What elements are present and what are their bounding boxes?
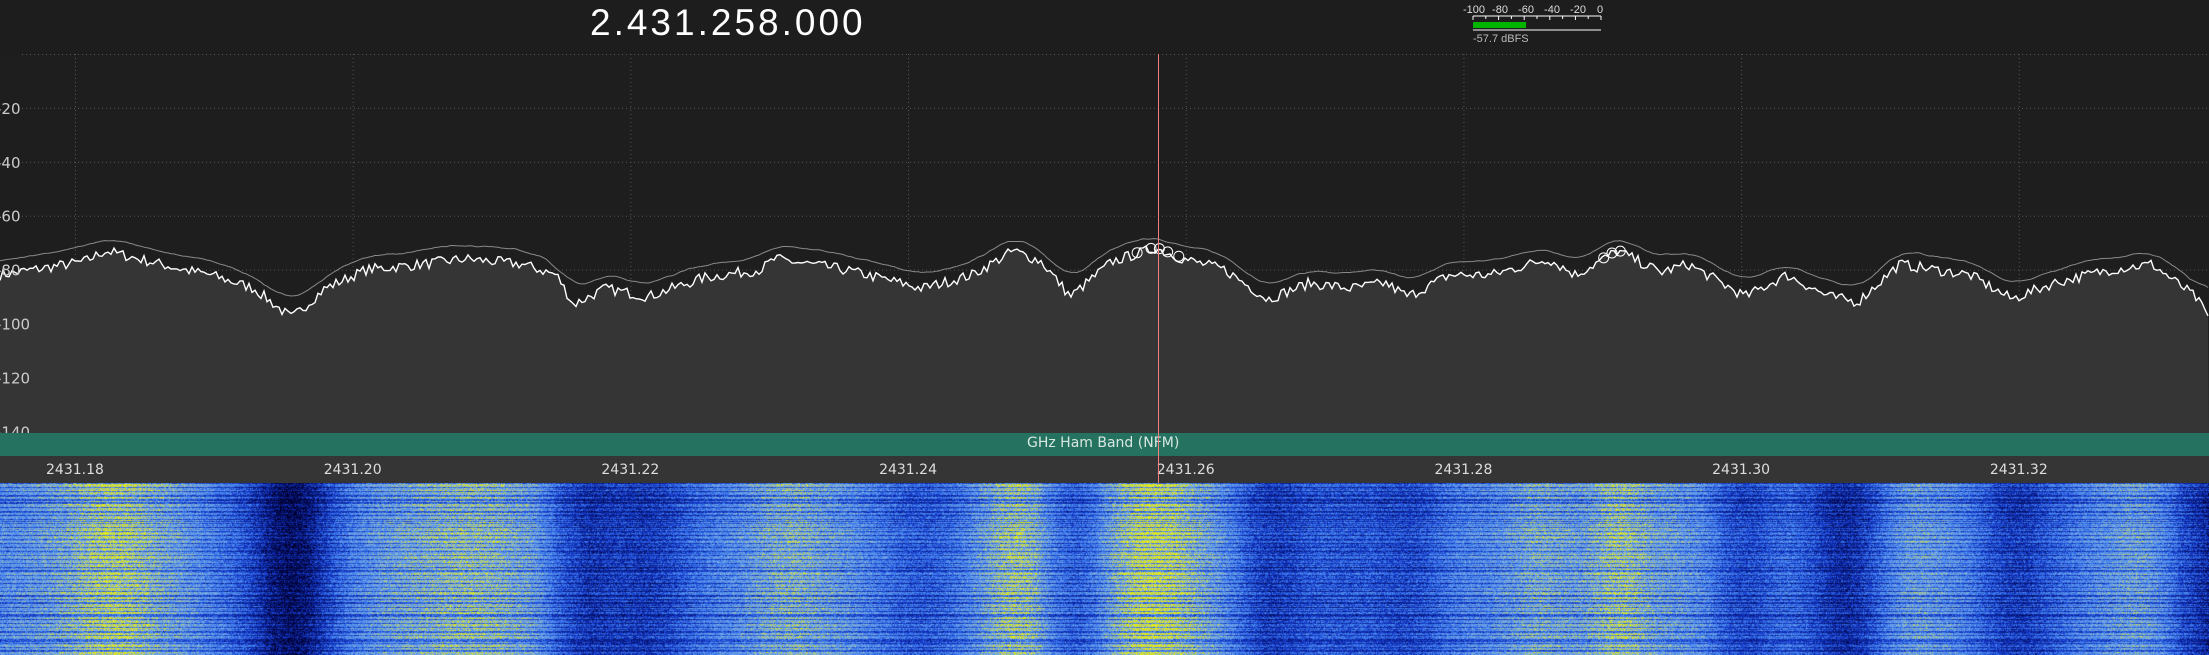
meter-scale-label: -60 <box>1518 4 1534 16</box>
x-tick-label: 2431.32 <box>1989 462 2048 478</box>
x-tick-label: 2431.30 <box>1712 462 1771 478</box>
y-tick-label: -100 <box>0 316 30 334</box>
frequency-axis[interactable]: 2431.18 2431.20 2431.22 2431.24 2431.26 … <box>0 456 2209 483</box>
x-tick-label: 2431.18 <box>46 462 104 478</box>
waterfall-display[interactable] <box>0 483 2209 655</box>
y-axis-labels: -20 -40 -60 -80 -100 -120 -140 <box>0 100 30 433</box>
y-tick-label: -140 <box>0 423 30 433</box>
meter-scale-label: -100 <box>1462 4 1486 16</box>
x-tick-label: 2431.26 <box>1156 462 1215 478</box>
meter-level-bar <box>1473 22 1527 28</box>
peak-marker <box>1173 250 1185 262</box>
bookmark-band[interactable]: GHz Ham Band (NFM) <box>0 433 2209 456</box>
level-meter: -100 -80 -60 -40 -20 0 -57.7 dBFS <box>1462 2 1612 52</box>
meter-value: -57.7 dBFS <box>1473 33 1529 45</box>
meter-scale-label: -20 <box>1570 4 1586 16</box>
peak-marker <box>1614 245 1626 257</box>
peak-marker <box>1162 246 1174 258</box>
y-tick-label: -60 <box>0 208 21 226</box>
x-tick-label: 2431.24 <box>879 462 937 478</box>
tuning-cursor[interactable] <box>1157 54 1159 483</box>
bookmark-band-label: GHz Ham Band (NFM) <box>1027 435 1180 451</box>
x-tick-label: 2431.20 <box>323 462 382 478</box>
y-tick-label: -40 <box>0 154 21 172</box>
peak-markers <box>1131 242 1626 264</box>
y-tick-label: -20 <box>0 100 21 118</box>
peak-marker <box>1131 247 1143 259</box>
peak-marker <box>1598 252 1610 264</box>
y-tick-label: -80 <box>0 262 21 280</box>
meter-scale-label: 0 <box>1596 4 1604 16</box>
frequency-display[interactable]: 2.431.258.000 <box>590 2 866 43</box>
meter-graphic <box>1472 15 1602 31</box>
meter-scale-label: -80 <box>1492 4 1508 16</box>
header-bar: 2.431.258.000 -100 -80 -60 -40 -20 0 -57… <box>0 0 2209 54</box>
spectrum-plot[interactable]: -20 -40 -60 -80 -100 -120 -140 <box>0 0 2209 433</box>
meter-scale-label: -40 <box>1544 4 1560 16</box>
peak-marker <box>1145 242 1157 254</box>
x-tick-label: 2431.28 <box>1434 462 1493 478</box>
spectrum-fill <box>0 246 2209 433</box>
meter-ticks <box>1472 16 1602 20</box>
x-tick-label: 2431.22 <box>601 462 660 478</box>
y-tick-label: -120 <box>0 369 30 387</box>
peak-marker <box>1606 247 1618 259</box>
spectrum-trace <box>0 244 2209 317</box>
peak-hold-trace <box>0 238 2209 297</box>
